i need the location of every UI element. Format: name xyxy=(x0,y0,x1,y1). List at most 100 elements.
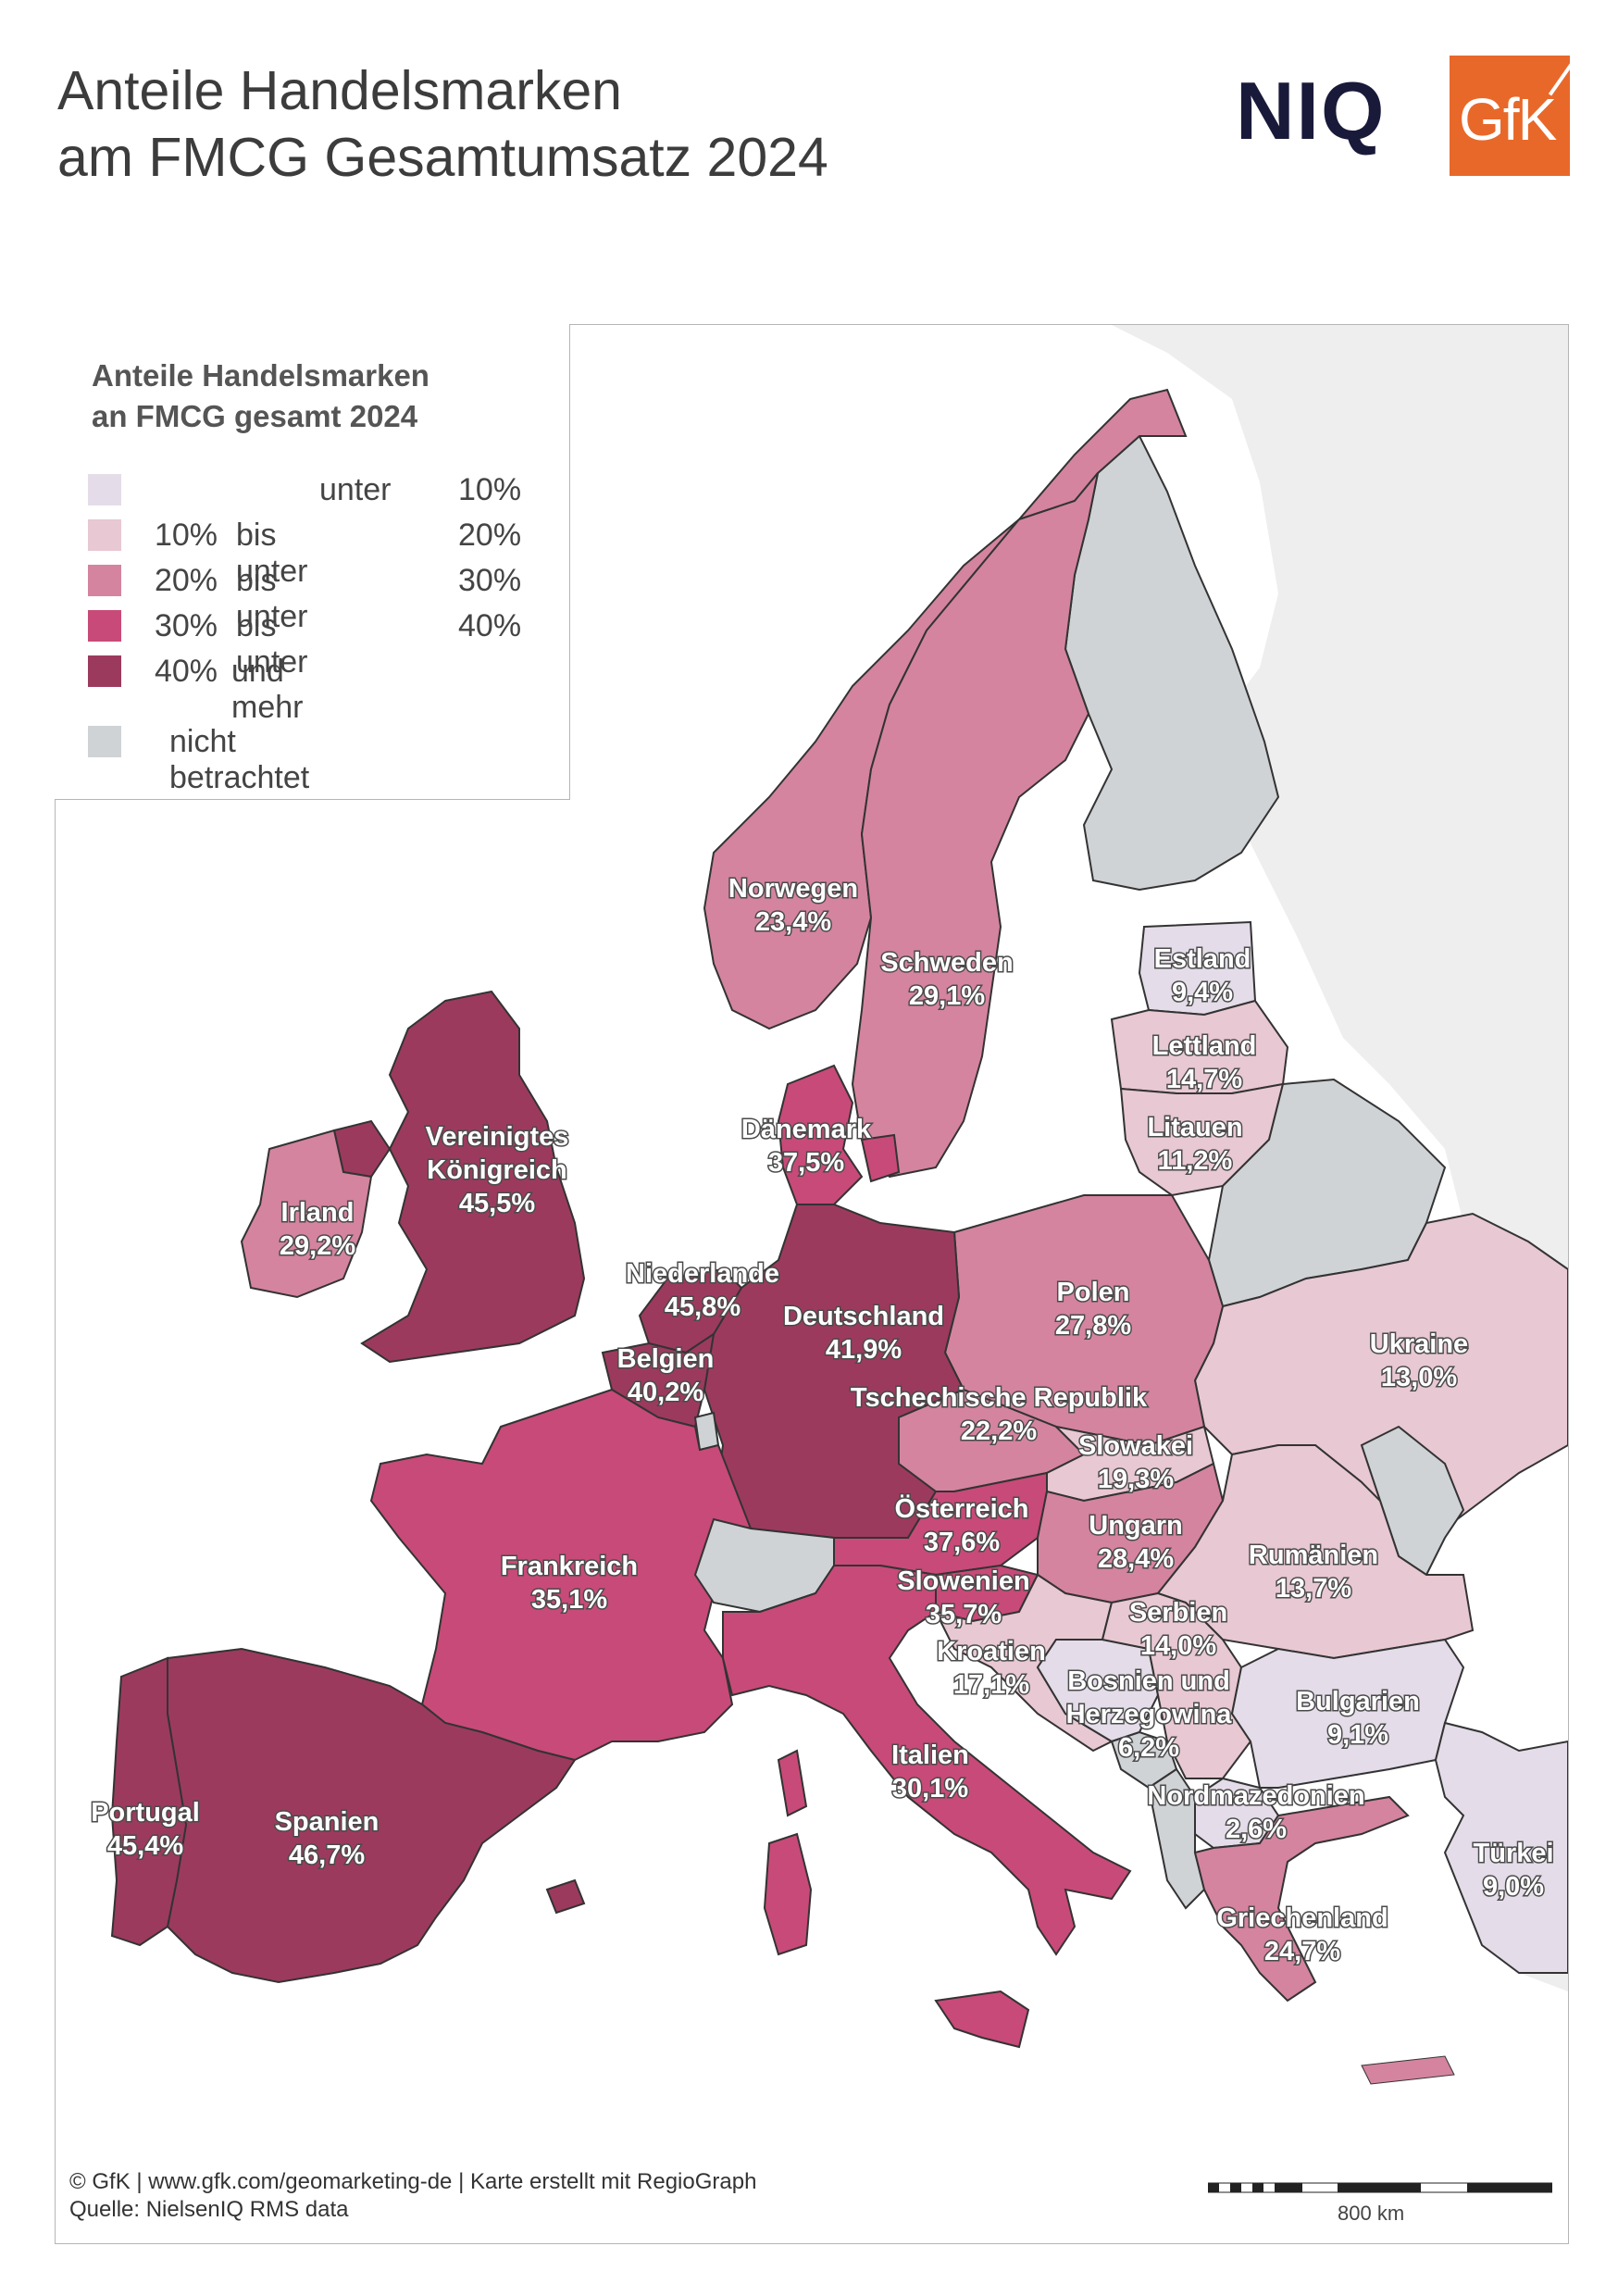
label-ukraine-name: Ukraine xyxy=(1370,1329,1468,1359)
label-niederlande-value: 45,8% xyxy=(665,1292,741,1322)
label-tschechien-value: 22,2% xyxy=(961,1416,1037,1446)
legend-not-considered-label: nicht betrachtet xyxy=(169,724,310,795)
country-italy-sardinia xyxy=(763,1832,813,1956)
legend-swatch-not-considered xyxy=(88,726,121,757)
label-rumaenien-value: 13,7% xyxy=(1276,1574,1351,1603)
title-line-1: Anteile Handelsmarken xyxy=(57,60,622,121)
label-estland-name: Estland xyxy=(1154,944,1251,974)
country-greece xyxy=(1193,1795,1410,2003)
label-tuerkei-value: 9,0% xyxy=(1483,1872,1544,1902)
legend-class-2-to: 20% xyxy=(458,518,522,553)
legend-title: Anteile Handelsmarken an FMCG gesamt 202… xyxy=(92,356,429,437)
country-italy xyxy=(722,1565,1132,1956)
legend-title-line-1: Anteile Handelsmarken xyxy=(92,358,429,393)
label-tuerkei-name: Türkei xyxy=(1473,1839,1553,1868)
legend-title-line-2: an FMCG gesamt 2024 xyxy=(92,399,418,433)
country-portugal xyxy=(110,1656,188,1947)
legend-swatch-1 xyxy=(88,474,121,505)
country-greece-crete xyxy=(1361,2055,1455,2085)
label-slowakei-value: 19,3% xyxy=(1098,1465,1174,1494)
label-frankreich-name: Frankreich xyxy=(501,1552,638,1581)
label-polen-value: 27,8% xyxy=(1055,1311,1131,1341)
title-line-2: am FMCG Gesamtumsatz 2024 xyxy=(57,127,828,188)
label-litauen-name: Litauen xyxy=(1147,1113,1242,1142)
gfk-logo: GfK xyxy=(1450,56,1574,176)
legend-swatch-4 xyxy=(88,610,121,642)
label-schweden-value: 29,1% xyxy=(909,981,985,1011)
europe-map: Norwegen 23,4% Schweden 29,1% Estland 9,… xyxy=(90,325,1568,2085)
legend-swatch-5 xyxy=(88,655,121,687)
label-griechenland-value: 24,7% xyxy=(1264,1937,1340,1966)
country-denmark-island xyxy=(860,1133,901,1183)
scale-bar xyxy=(1208,2182,1552,2193)
label-deutschland-value: 41,9% xyxy=(826,1335,902,1365)
label-oesterreich-value: 37,6% xyxy=(924,1528,1000,1557)
label-tschechien-name: Tschechische Republik xyxy=(851,1383,1148,1413)
country-labels: Norwegen 23,4% Schweden 29,1% Estland 9,… xyxy=(90,873,1555,1968)
label-italien-name: Italien xyxy=(891,1741,969,1770)
country-ukraine xyxy=(1193,1212,1568,1530)
label-slowenien-name: Slowenien xyxy=(897,1566,1029,1596)
label-serbien-name: Serbien xyxy=(1129,1598,1227,1628)
label-norwegen-name: Norwegen xyxy=(728,874,858,904)
label-uk-name: Vereinigtes xyxy=(426,1122,569,1152)
footer-copyright: © GfK | www.gfk.com/geomarketing-de | Ka… xyxy=(69,2169,757,2194)
country-denmark xyxy=(777,1064,864,1205)
label-daenemark-name: Dänemark xyxy=(741,1115,872,1144)
country-uk xyxy=(360,990,586,1364)
label-bosnien-name2: Herzegowina xyxy=(1066,1700,1233,1729)
outside-region-russia xyxy=(1112,325,1568,1279)
country-ireland xyxy=(240,1129,373,1299)
country-germany xyxy=(703,1204,965,1539)
country-serbia xyxy=(1101,1591,1252,1779)
label-schweden-name: Schweden xyxy=(880,948,1013,978)
country-sweden xyxy=(851,472,1099,1179)
label-serbien-value: 14,0% xyxy=(1140,1631,1216,1661)
legend-class-4-to: 40% xyxy=(458,608,522,643)
legend-class-5-from: 40% xyxy=(154,654,218,689)
label-spanien-name: Spanien xyxy=(275,1807,380,1837)
label-ungarn-name: Ungarn xyxy=(1089,1511,1183,1541)
footer: © GfK | www.gfk.com/geomarketing-de | Ka… xyxy=(69,2168,756,2224)
gfk-logo-slash-icon xyxy=(1548,63,1574,96)
map-legend: Anteile Handelsmarken an FMCG gesamt 202… xyxy=(55,324,570,800)
label-bosnien-name: Bosnien und xyxy=(1067,1666,1230,1696)
label-bosnien-value: 6,2% xyxy=(1118,1733,1179,1763)
label-deutschland-name: Deutschland xyxy=(783,1302,944,1331)
country-finland xyxy=(1064,434,1280,892)
label-belgien-value: 40,2% xyxy=(628,1378,703,1407)
label-norwegen-value: 23,4% xyxy=(755,907,831,937)
label-spanien-value: 46,7% xyxy=(289,1841,365,1870)
niq-logo: NIQ xyxy=(1236,65,1387,156)
footer-source: Quelle: NielsenIQ RMS data xyxy=(69,2197,349,2222)
label-niederlande-name: Niederlande xyxy=(626,1259,779,1289)
label-polen-name: Polen xyxy=(1057,1278,1130,1307)
legend-class-5-op: und mehr xyxy=(231,654,304,725)
label-kroatien-name: Kroatien xyxy=(937,1637,1046,1666)
legend-class-3-op: bis unter xyxy=(236,563,308,634)
label-belgien-name: Belgien xyxy=(617,1344,715,1374)
gfk-logo-text: GfK xyxy=(1459,86,1557,153)
label-rumaenien-name: Rumänien xyxy=(1249,1541,1378,1570)
label-lettland-value: 14,7% xyxy=(1166,1065,1242,1094)
label-italien-value: 30,1% xyxy=(892,1774,968,1803)
label-slowenien-value: 35,7% xyxy=(926,1600,1002,1629)
legend-class-2-from: 10% xyxy=(154,518,218,553)
label-portugal-name: Portugal xyxy=(91,1798,200,1828)
label-irland-value: 29,2% xyxy=(280,1231,355,1261)
page-title: Anteile Handelsmarken am FMCG Gesamtumsa… xyxy=(57,57,828,191)
legend-swatch-2 xyxy=(88,519,121,551)
label-griechenland-name: Griechenland xyxy=(1216,1903,1388,1933)
country-france-corsica xyxy=(777,1749,808,1817)
legend-class-2-op: bis unter xyxy=(236,518,308,589)
country-italy-sicily xyxy=(934,1990,1030,2049)
label-frankreich-value: 35,1% xyxy=(531,1585,607,1615)
label-bulgarien-value: 9,1% xyxy=(1327,1720,1388,1750)
country-spain-mallorca xyxy=(545,1878,586,1915)
scale-label: 800 km xyxy=(1338,2202,1405,2225)
label-lettland-name: Lettland xyxy=(1152,1031,1257,1061)
label-irland-name: Irland xyxy=(281,1198,355,1228)
label-litauen-value: 11,2% xyxy=(1158,1146,1233,1176)
legend-class-3-from: 20% xyxy=(154,563,218,598)
legend-class-4-from: 30% xyxy=(154,608,218,643)
